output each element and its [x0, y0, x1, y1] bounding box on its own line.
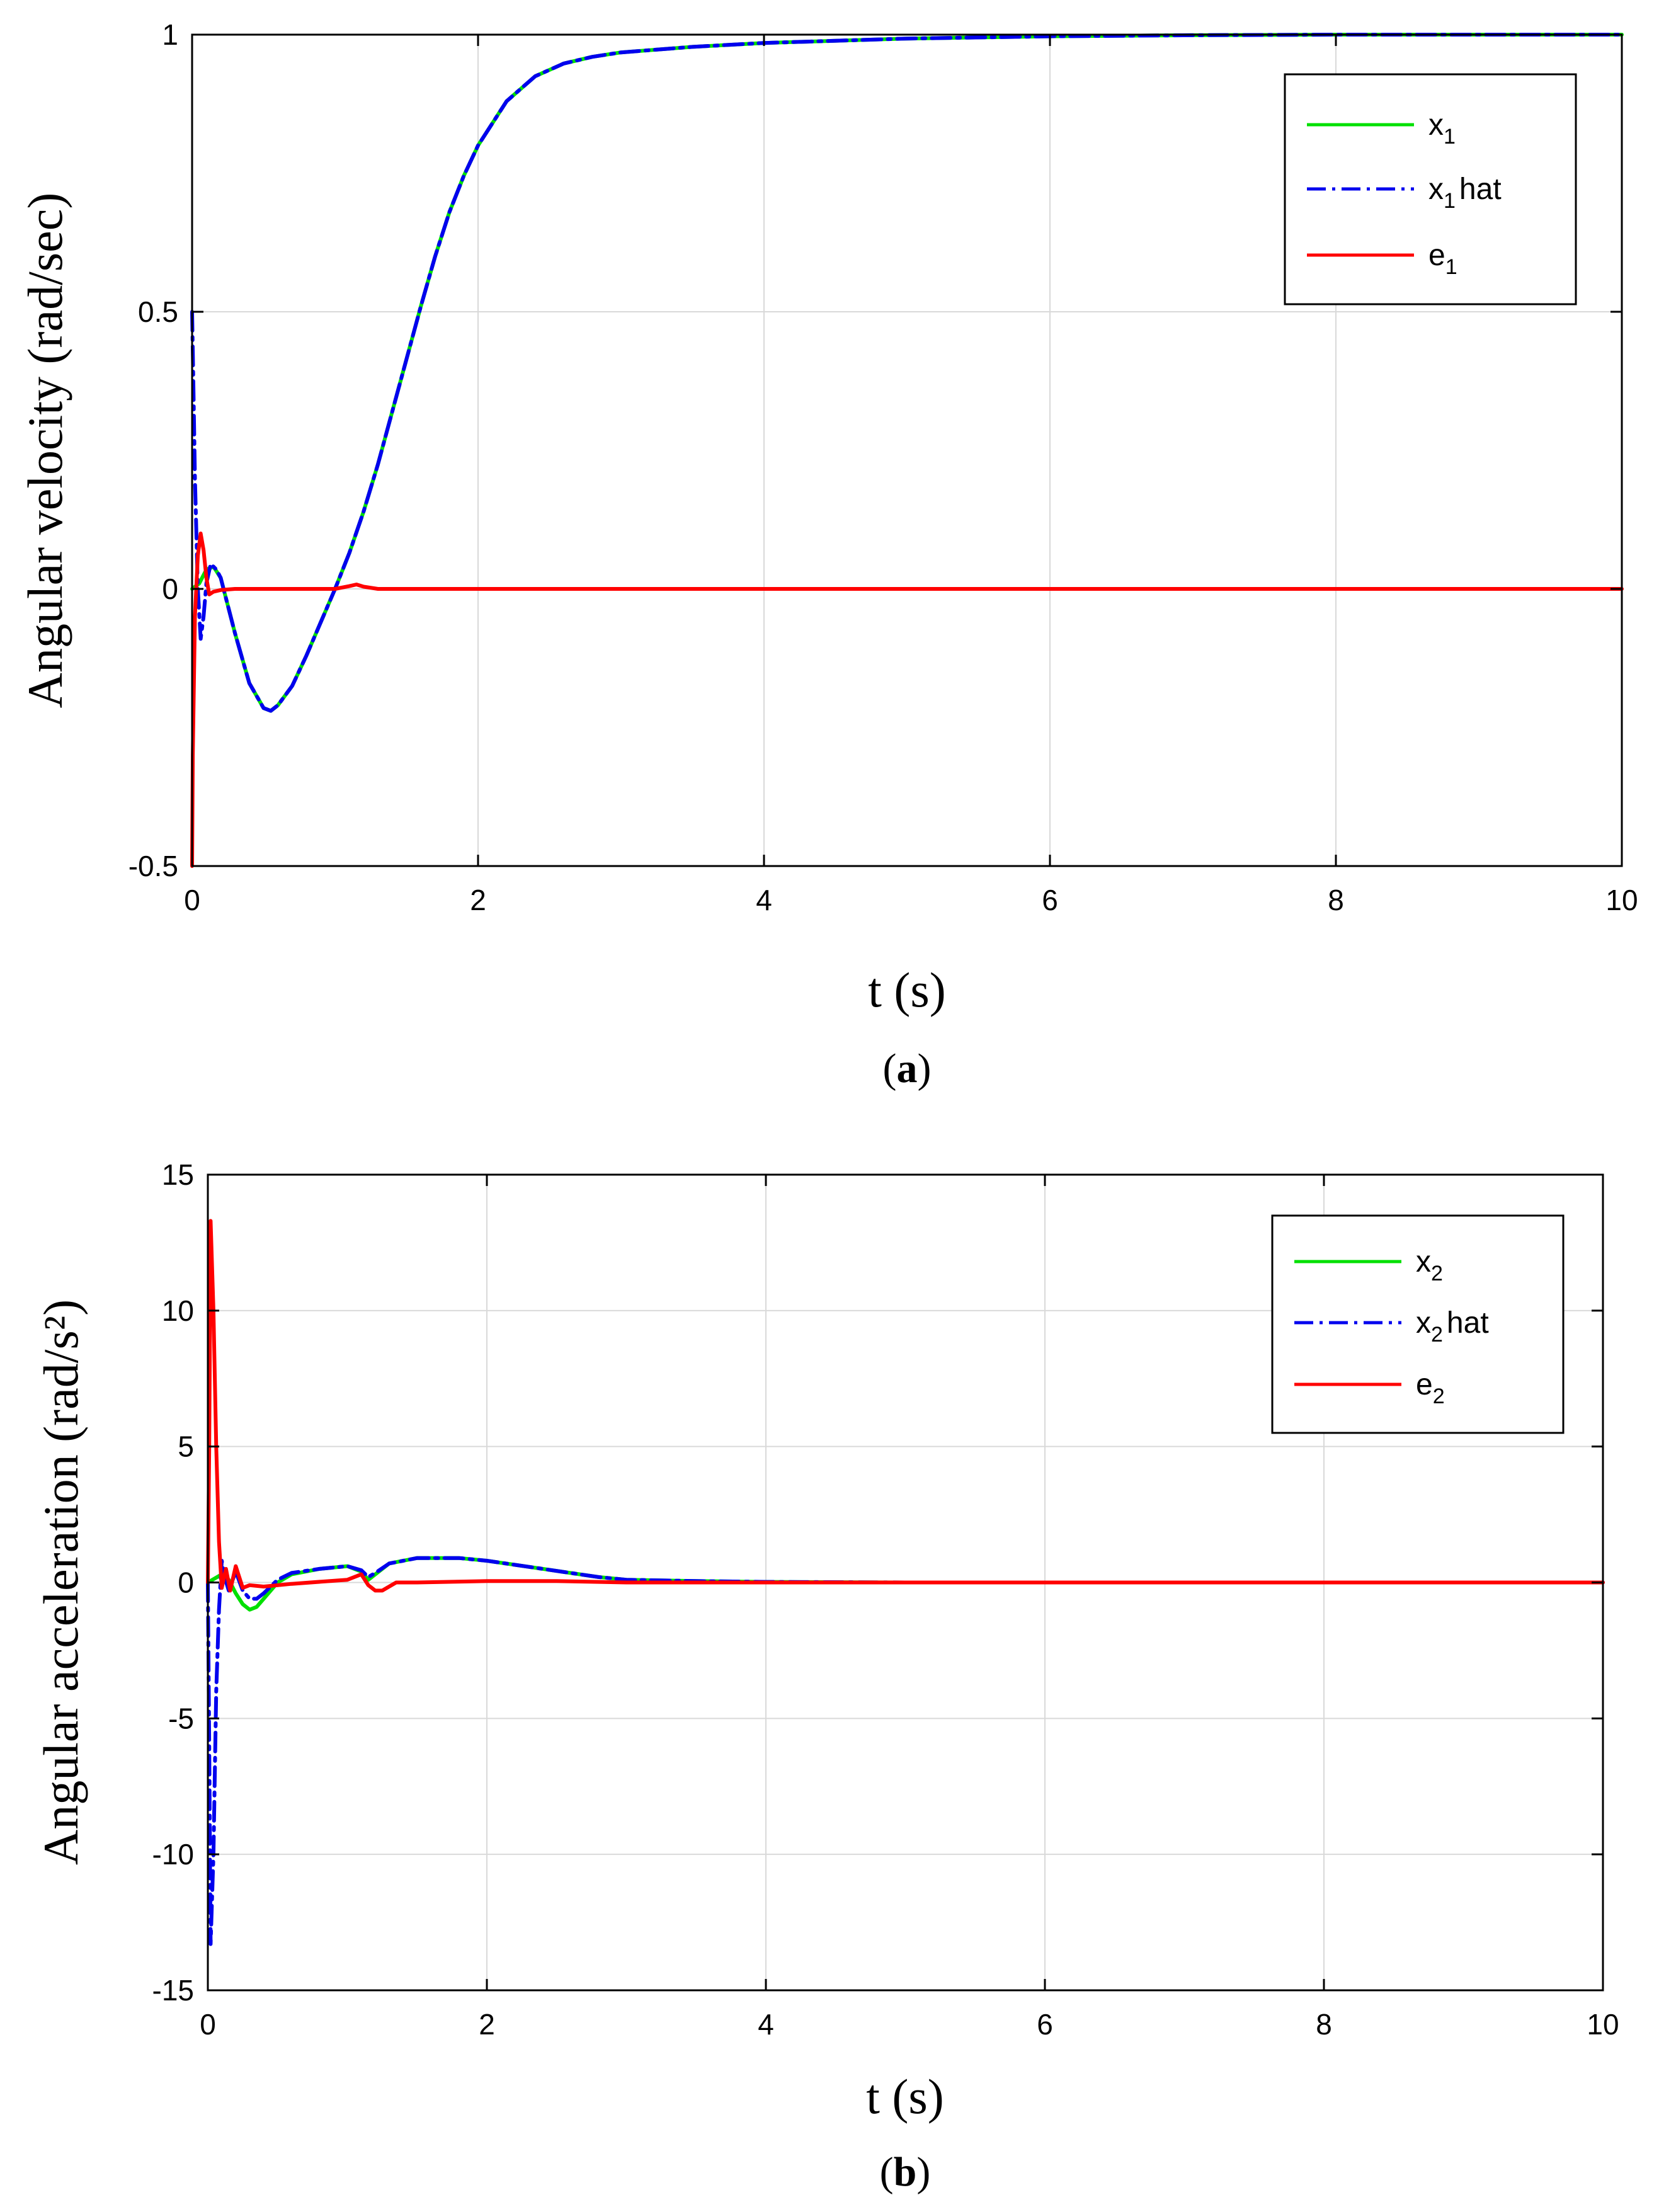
x-tick-label-a-3: 6	[1042, 884, 1058, 916]
x-tick-label-b-4: 8	[1316, 2008, 1332, 2041]
y-tick-label-a-0: -0.5	[128, 850, 178, 882]
panel-a: 0 2 4 6 8 10-0.500.51 t (s) Angular velocity …	[18, 18, 1638, 1092]
x-tick-label-b-2: 4	[758, 2008, 774, 2041]
series-layer-b	[206, 1219, 1605, 1946]
y-tick-label-b-2: -5	[168, 1702, 194, 1735]
x-axis-label-b: t (s)	[866, 2069, 944, 2124]
legend-a: x1 x1 hat e1	[1284, 73, 1577, 305]
legend-label-e1: e1	[1428, 239, 1457, 279]
y-axis-label-b: Angular acceleration (rad/s²)	[33, 1299, 88, 1865]
y-tick-label-b-1: -10	[152, 1838, 194, 1871]
caption-b: (b)	[880, 2149, 931, 2195]
y-tick-label-b-6: 15	[162, 1158, 194, 1191]
x-tick-label-b-1: 2	[479, 2008, 495, 2041]
x-tick-label-b-3: 6	[1037, 2008, 1053, 2041]
legend-label-e2: e2	[1416, 1368, 1445, 1408]
x-tick-label-a-4: 8	[1328, 884, 1344, 916]
legend-label-x1-hat: x1 hat	[1428, 173, 1502, 213]
x-tick-label-a-1: 2	[470, 884, 486, 916]
axes-frame-a	[191, 33, 1623, 867]
x-tick-label-b-5: 10	[1587, 2008, 1619, 2041]
ticks-a: 0 2 4 6 8 10-0.500.51	[128, 18, 1638, 916]
legend-label-x1: x1	[1428, 108, 1456, 149]
x-tick-label-b-0: 0	[200, 2008, 216, 2041]
y-tick-label-b-4: 5	[178, 1430, 194, 1463]
y-tick-label-a-1: 0	[162, 573, 178, 605]
x-tick-label-a-0: 0	[184, 884, 200, 916]
legend-label-x2-hat: x2 hat	[1416, 1306, 1489, 1347]
y-tick-label-b-5: 10	[162, 1294, 194, 1327]
y-tick-label-a-2: 0.5	[138, 295, 178, 328]
y-tick-label-a-3: 1	[162, 18, 178, 51]
ticks-b: 0 2 4 6 8 10 -15 -10 -5 0 5 10 15	[152, 1158, 1619, 2041]
x-tick-label-a-2: 4	[756, 884, 772, 916]
caption-a: (a)	[883, 1046, 932, 1092]
panel-b: 0 2 4 6 8 10 -15 -10 -5 0 5 10 15 t (s) Angular acce…	[33, 1158, 1619, 2195]
x-axis-label-a: t (s)	[868, 962, 945, 1017]
series-line-a-2	[190, 532, 1624, 868]
y-axis-label-a: Angular velocity (rad/sec)	[18, 193, 72, 709]
series-line-a-1	[190, 33, 1624, 713]
y-tick-label-b-0: -15	[152, 1974, 194, 2007]
legend-b: x2 x2 hat e2	[1271, 1214, 1565, 1434]
y-tick-label-b-3: 0	[178, 1566, 194, 1599]
x-tick-label-a-5: 10	[1605, 884, 1638, 916]
legend-label-x2: x2	[1416, 1245, 1443, 1286]
series-line-b-2	[206, 1219, 1605, 1593]
